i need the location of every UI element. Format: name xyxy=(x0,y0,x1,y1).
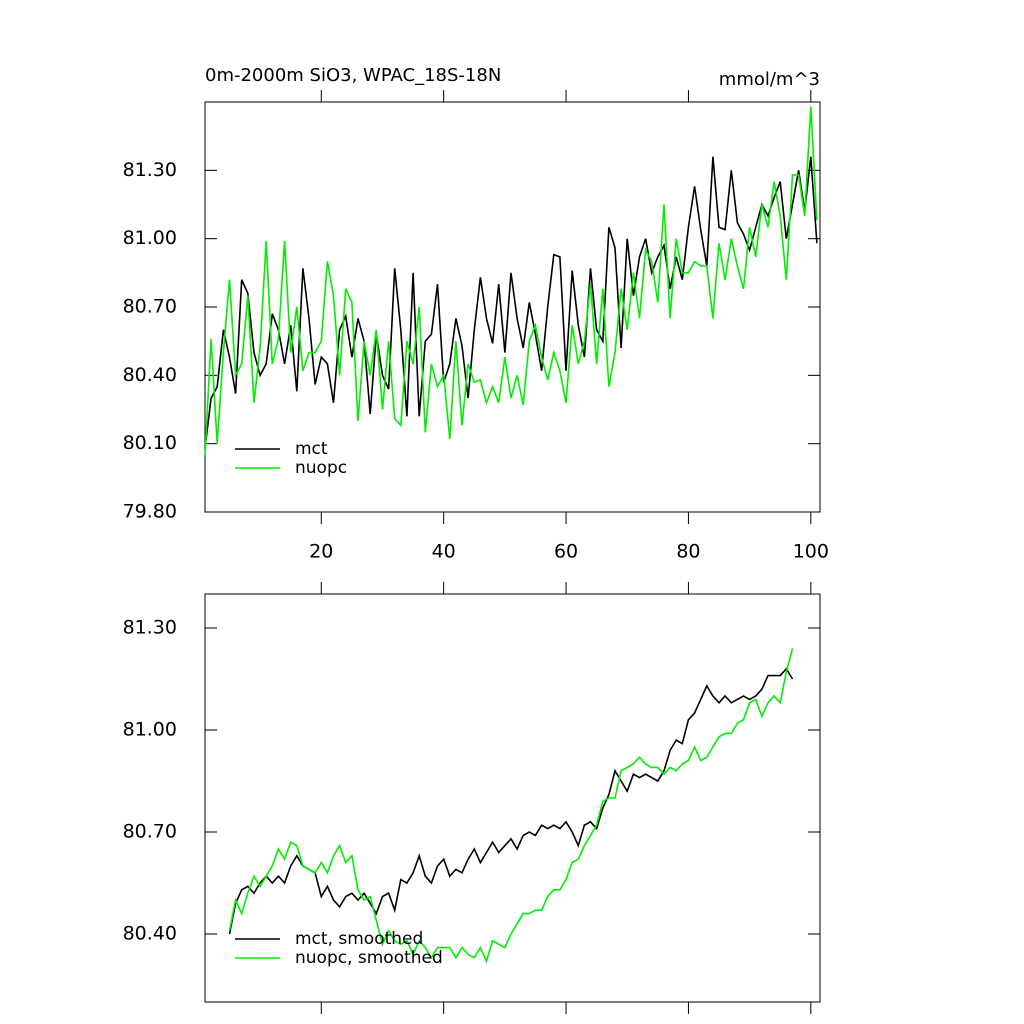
data-line xyxy=(228,648,794,964)
chart-title: 0m-2000m SiO3, WPAC_18S-18N xyxy=(205,65,501,86)
x-tick-label: 40 xyxy=(432,541,456,563)
y-tick-label: 81.30 xyxy=(123,159,177,181)
plot-frame xyxy=(204,593,821,1003)
y-tick-label: 80.40 xyxy=(123,364,177,386)
units-label: mmol/m^3 xyxy=(719,69,820,90)
x-tick-label: 60 xyxy=(554,541,578,563)
y-tick-label: 80.70 xyxy=(123,821,177,843)
data-line xyxy=(204,156,818,449)
y-tick-label: 79.80 xyxy=(123,501,177,523)
legend-label: nuopc, smoothed xyxy=(295,948,443,968)
legend-label: mct xyxy=(295,439,328,459)
y-tick-label: 81.30 xyxy=(123,617,177,639)
y-tick-label: 80.40 xyxy=(123,923,177,945)
data-line xyxy=(204,106,818,456)
x-tick-label: 80 xyxy=(676,541,700,563)
legend-label: mct, smoothed xyxy=(295,929,423,949)
legend-label: nuopc xyxy=(295,458,347,478)
y-tick-label: 81.00 xyxy=(123,719,177,741)
y-tick-label: 80.10 xyxy=(123,432,177,454)
y-tick-label: 81.00 xyxy=(123,227,177,249)
x-tick-label: 100 xyxy=(793,541,829,563)
data-line xyxy=(228,667,794,935)
y-tick-label: 80.70 xyxy=(123,296,177,318)
x-tick-label: 20 xyxy=(309,541,333,563)
